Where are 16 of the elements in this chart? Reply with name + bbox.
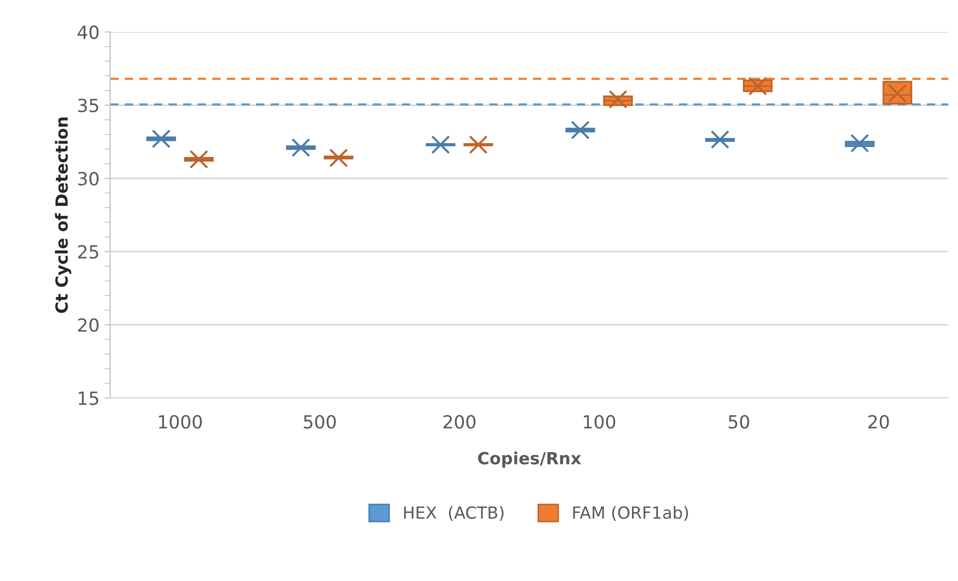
y-tick-label: 30 <box>78 172 99 186</box>
x-tick-label: 100 <box>584 414 616 429</box>
legend-label: HEX (ACTB) <box>404 506 504 521</box>
x-tick-label: 50 <box>728 414 750 429</box>
x-axis-title: Copies/Rnx <box>478 452 582 468</box>
x-tick-label: 500 <box>304 414 336 429</box>
y-tick-label: 40 <box>78 25 99 40</box>
x-tick-label: 1000 <box>159 414 202 429</box>
y-tick-label: 35 <box>78 98 98 112</box>
legend-label: FAM (ORF1ab) <box>573 506 688 521</box>
y-tick-label: 20 <box>78 318 99 332</box>
x-tick-label: 200 <box>444 414 476 429</box>
x-tick-label: 20 <box>868 414 889 429</box>
y-tick-label: 15 <box>78 392 98 406</box>
y-tick-label: 25 <box>78 245 98 259</box>
y-axis-title: Ct Cycle of Detection <box>54 117 72 313</box>
